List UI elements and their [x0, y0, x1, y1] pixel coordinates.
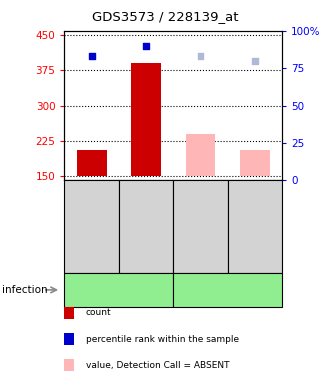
Text: C. pneumonia: C. pneumonia	[82, 285, 155, 295]
Bar	[131, 63, 161, 176]
Text: percentile rank within the sample: percentile rank within the sample	[86, 334, 239, 344]
Text: GSM321608: GSM321608	[142, 201, 150, 252]
Point	[143, 43, 148, 49]
Text: GSM321607: GSM321607	[87, 201, 96, 252]
Text: GDS3573 / 228139_at: GDS3573 / 228139_at	[92, 10, 238, 23]
Point	[252, 58, 257, 64]
Text: GSM321606: GSM321606	[250, 201, 259, 252]
Bar	[185, 134, 215, 176]
Text: count: count	[86, 308, 112, 318]
Text: control: control	[210, 285, 246, 295]
Bar	[240, 150, 270, 176]
Text: GSM321605: GSM321605	[196, 201, 205, 252]
Text: value, Detection Call = ABSENT: value, Detection Call = ABSENT	[86, 361, 229, 370]
Bar	[77, 150, 107, 176]
Text: infection: infection	[2, 285, 47, 295]
Point	[198, 53, 203, 59]
Point	[89, 53, 94, 59]
